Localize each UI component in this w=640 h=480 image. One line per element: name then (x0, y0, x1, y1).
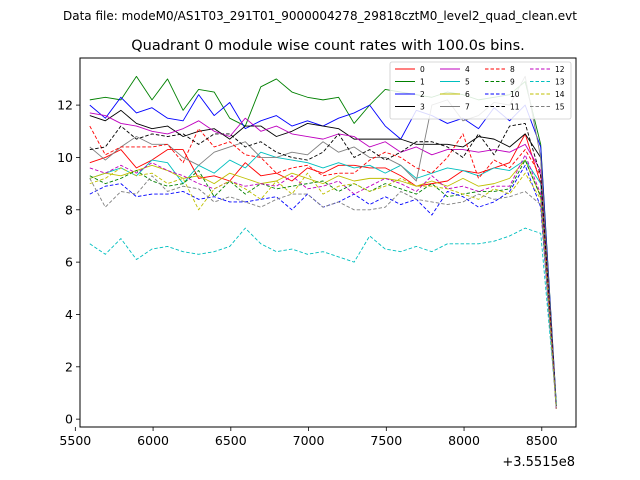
plot-frame (79, 57, 577, 428)
plot-lines (89, 75, 557, 409)
legend-label-15: 15 (555, 102, 565, 111)
series-line-5 (89, 151, 557, 407)
y-tick-label: 10 (57, 150, 73, 165)
legend-label-4: 4 (465, 65, 470, 74)
data-file-suptitle: Data file: modeM0/AS1T03_291T01_90000042… (63, 9, 577, 23)
chart-title: Quadrant 0 module wise count rates with … (131, 38, 525, 54)
series-line-6 (89, 159, 557, 407)
legend-label-7: 7 (465, 102, 470, 111)
x-tick-label: 5500 (59, 433, 91, 448)
legend-label-5: 5 (465, 77, 470, 86)
legend-label-0: 0 (420, 65, 425, 74)
series-line-4 (89, 112, 557, 409)
x-tick-label: 7500 (370, 433, 402, 448)
series-line-0 (89, 133, 557, 407)
x-tick-label: 6000 (137, 433, 169, 448)
legend-label-9: 9 (510, 77, 515, 86)
x-tick-label: 8500 (526, 433, 558, 448)
legend-label-11: 11 (510, 102, 520, 111)
y-tick-label: 12 (57, 98, 73, 113)
y-axis: 0 2 4 6 8 10 12 (57, 98, 80, 427)
legend-label-12: 12 (555, 65, 565, 74)
series-line-11 (89, 122, 557, 407)
legend-label-1: 1 (420, 77, 425, 86)
legend-label-2: 2 (420, 90, 425, 99)
legend-label-6: 6 (465, 90, 470, 99)
x-tick-label: 6500 (215, 433, 247, 448)
y-tick-label: 4 (65, 307, 73, 322)
legend-label-3: 3 (420, 102, 425, 111)
y-tick-label: 6 (65, 255, 73, 270)
y-tick-label: 8 (65, 202, 73, 217)
y-tick-label: 2 (65, 359, 73, 374)
x-tick-label: 7000 (293, 433, 325, 448)
legend-label-14: 14 (555, 90, 565, 99)
series-line-13 (89, 227, 557, 404)
legend-label-13: 13 (555, 77, 565, 86)
legend-label-8: 8 (510, 65, 515, 74)
series-line-14 (89, 167, 557, 409)
series-line-3 (89, 109, 557, 407)
legend-box (389, 61, 572, 120)
x-tick-label: 8000 (448, 433, 480, 448)
series-line-12 (89, 154, 557, 409)
y-tick-label: 0 (65, 412, 73, 427)
legend-label-10: 10 (510, 90, 520, 99)
series-line-15 (89, 175, 557, 409)
x-offset-label: +3.5515e8 (502, 455, 575, 470)
x-axis: 5500 6000 6500 7000 7500 8000 8500 (59, 427, 558, 448)
